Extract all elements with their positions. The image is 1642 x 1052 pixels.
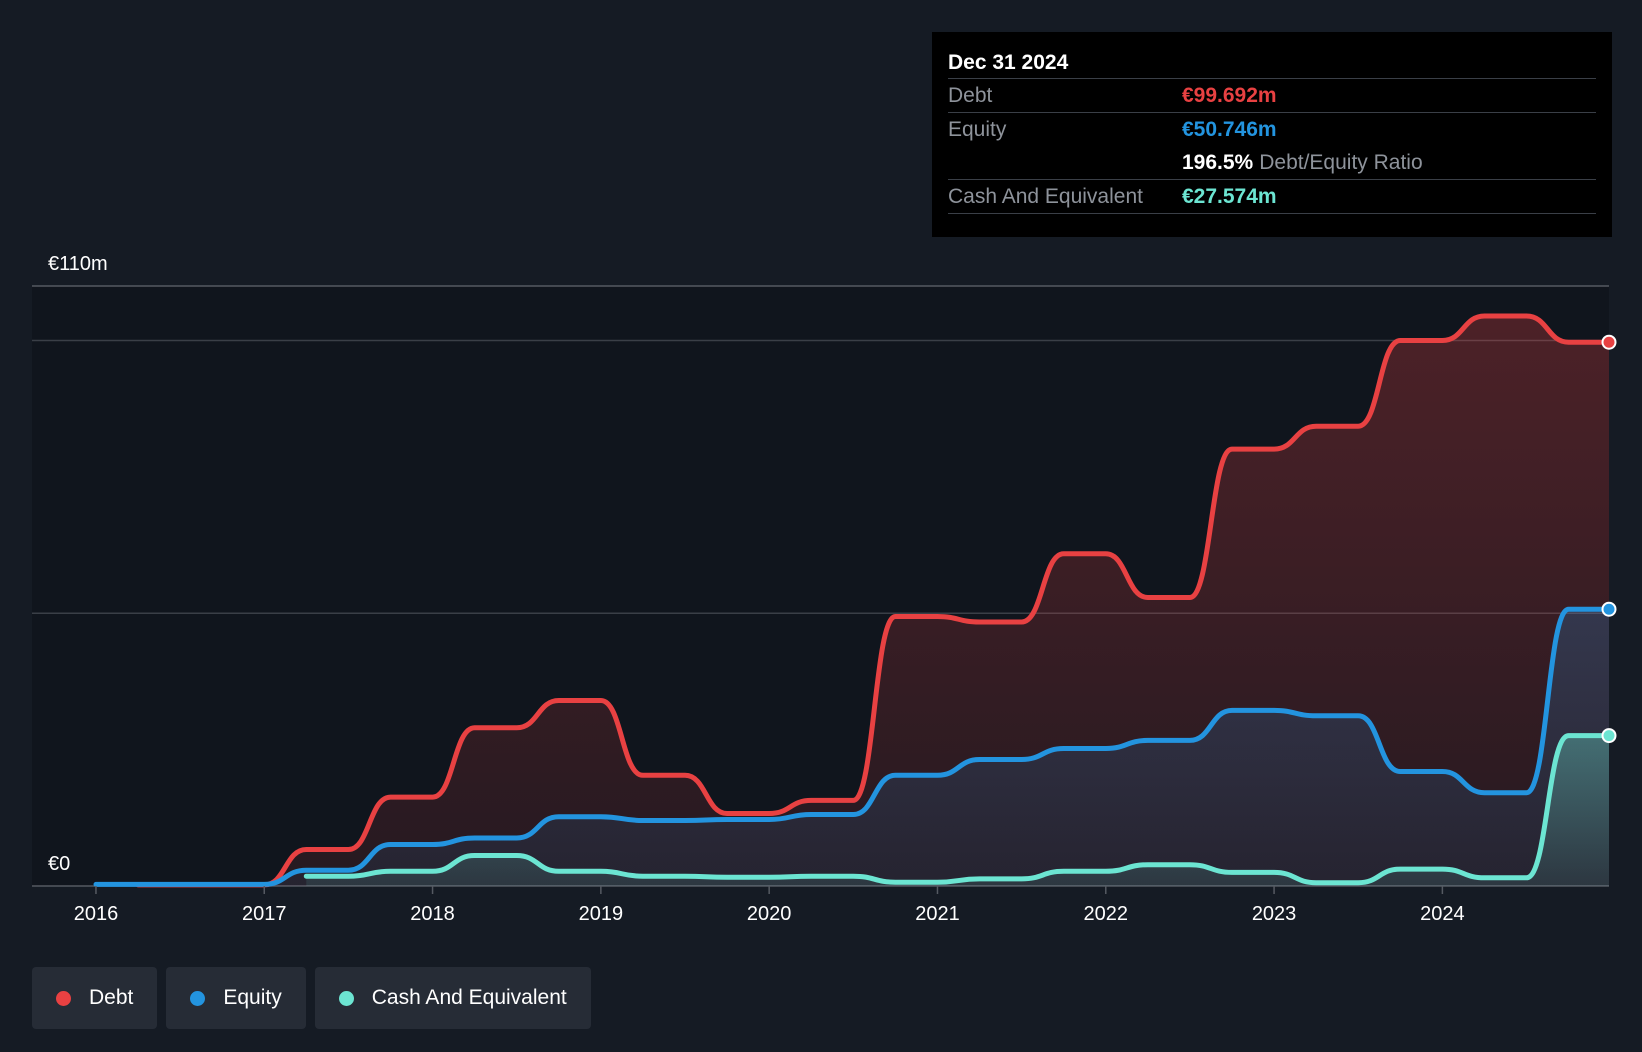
equity-dot-icon: [190, 990, 206, 1006]
legend-equity-label: Equity: [223, 986, 282, 1009]
x-tick-label-2024: 2024: [1420, 903, 1465, 925]
equity-end-point[interactable]: [1601, 601, 1617, 617]
debt-dot-icon: [56, 990, 71, 1006]
cash-dot-icon: [338, 990, 354, 1006]
equity-area: [96, 609, 1609, 886]
tooltip-debt-value: €99.692m: [1182, 83, 1277, 107]
legend: Debt Equity Cash And Equivalent: [32, 967, 591, 1029]
x-tick-label-2019: 2019: [579, 903, 624, 925]
debt-end-point[interactable]: [1601, 334, 1617, 350]
equity-series-line: [93, 606, 1612, 887]
tooltip-cash-label: Cash And Equivalent: [948, 184, 1143, 208]
tooltip-ratio-value: 196.5%: [1182, 150, 1254, 174]
tooltip-ratio-row: 196.5% Debt/Equity Ratio: [948, 146, 1596, 179]
tooltip-debt-label: Debt: [948, 83, 993, 107]
legend-debt-label: Debt: [89, 986, 134, 1009]
tooltip-equity-label: Equity: [948, 117, 1007, 141]
y-axis-max-label: €110m: [48, 253, 108, 275]
x-tick-label-2021: 2021: [915, 903, 960, 925]
tooltip-debt-row: Debt €99.692m: [948, 78, 1596, 112]
tooltip-panel: Dec 31 2024 Debt €99.692m Equity €50.746…: [932, 32, 1612, 237]
tooltip-ratio-label: Debt/Equity Ratio: [1259, 150, 1423, 174]
x-tick-label-2020: 2020: [747, 903, 792, 925]
legend-item-equity[interactable]: Equity: [166, 967, 306, 1029]
tooltip-cash-row: Cash And Equivalent €27.574m: [948, 179, 1596, 214]
tooltip-equity-value: €50.746m: [1182, 117, 1277, 141]
debt-series-line: [135, 313, 1612, 888]
x-tick-label-2022: 2022: [1084, 903, 1129, 925]
x-tick-label-2023: 2023: [1252, 903, 1297, 925]
x-tick-label-2017: 2017: [242, 903, 287, 925]
cash-end-point[interactable]: [1601, 728, 1617, 744]
tooltip-equity-row: Equity €50.746m: [948, 112, 1596, 146]
legend-item-cash[interactable]: Cash And Equivalent: [314, 967, 591, 1029]
x-tick-label-2016: 2016: [74, 903, 119, 925]
tooltip-date: Dec 31 2024: [948, 51, 1069, 74]
y-axis-min-label: €0: [48, 853, 70, 875]
cash-series-line: [303, 733, 1612, 886]
legend-cash-label: Cash And Equivalent: [371, 986, 567, 1009]
tooltip-cash-value: €27.574m: [1182, 184, 1277, 208]
x-tick-label-2018: 2018: [410, 903, 455, 925]
legend-item-debt[interactable]: Debt: [32, 967, 158, 1029]
